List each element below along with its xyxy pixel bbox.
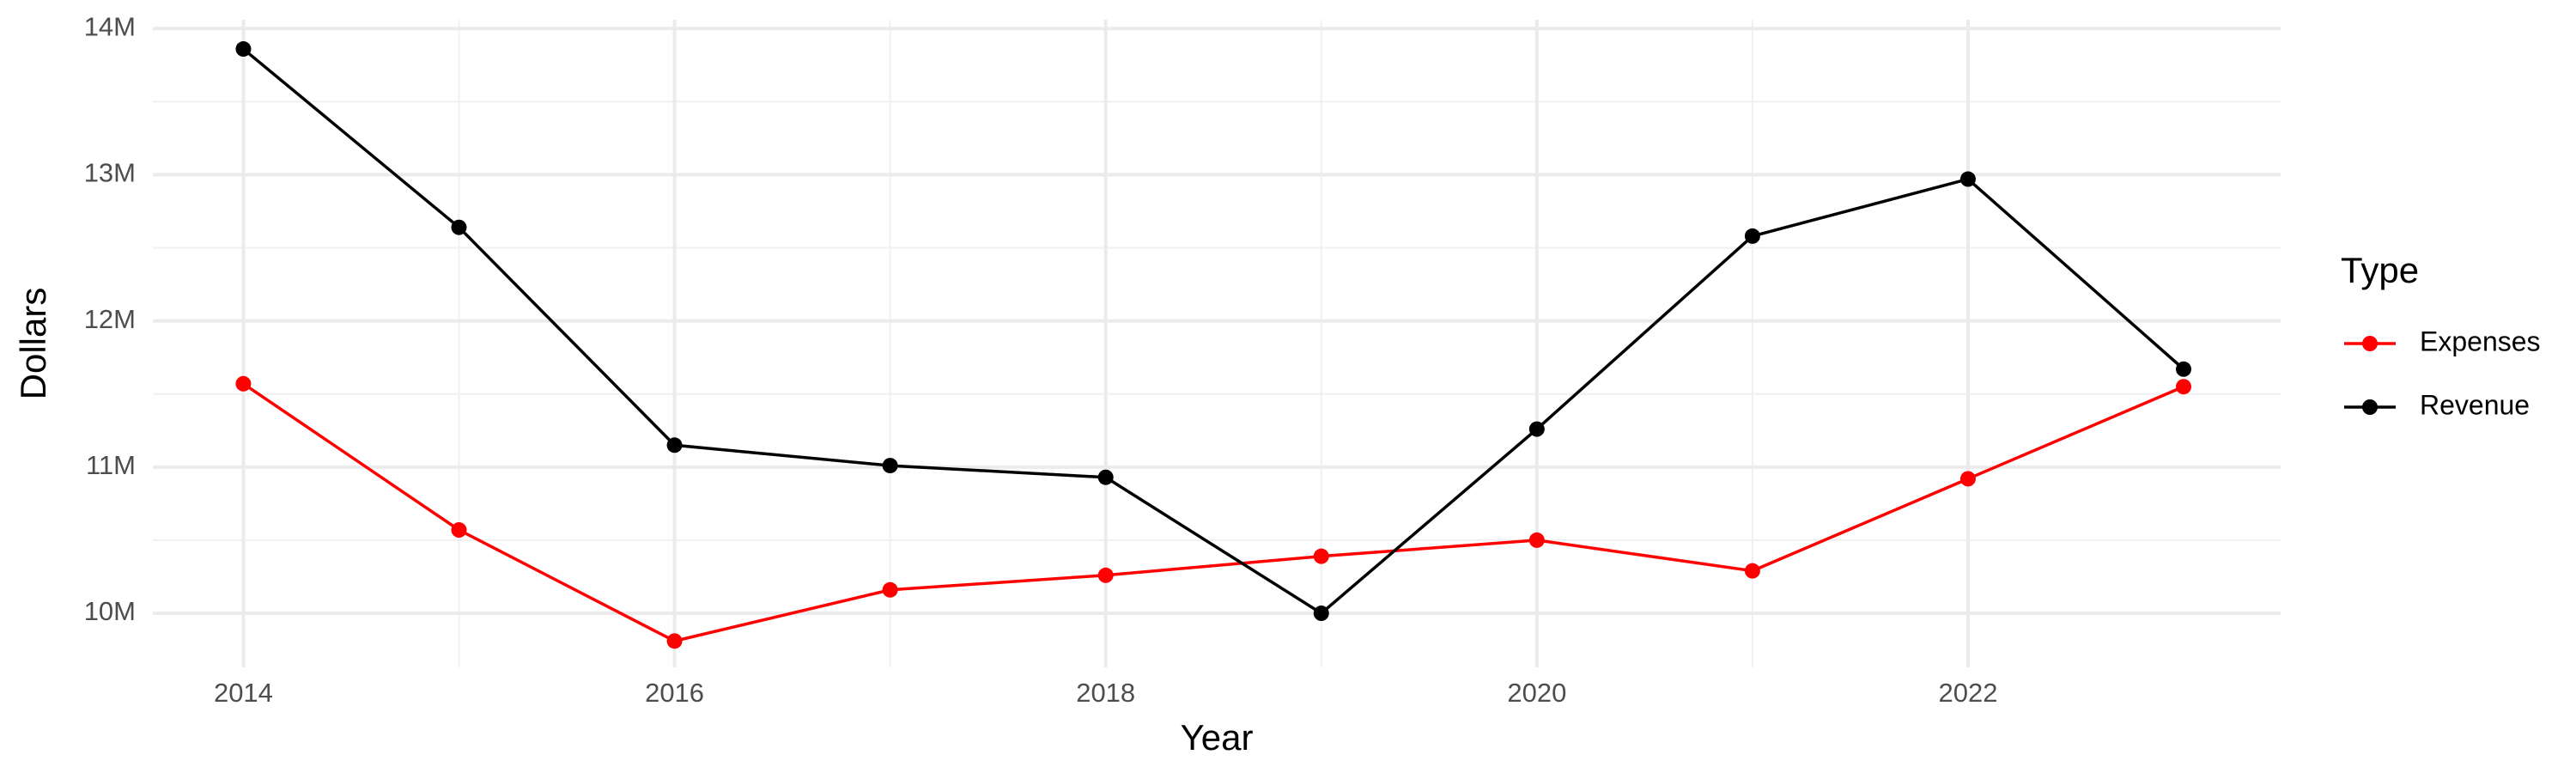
x-axis-title: Year: [1181, 717, 1254, 758]
data-point: [2176, 379, 2192, 395]
legend-label: Expenses: [2420, 326, 2541, 356]
data-point: [666, 633, 683, 649]
data-point: [1744, 563, 1760, 579]
data-point: [1097, 469, 1114, 485]
grid: [153, 20, 2281, 667]
legend-title: Type: [2341, 250, 2419, 290]
x-tick-label: 2022: [1938, 678, 1997, 708]
x-tick-label: 2020: [1507, 678, 1566, 708]
data-point: [1528, 421, 1545, 437]
y-tick-label: 14M: [84, 11, 136, 41]
data-point: [666, 437, 683, 453]
series-line: [242, 47, 2185, 616]
y-tick-label: 11M: [86, 450, 136, 480]
y-tick-label: 10M: [84, 596, 136, 626]
legend-marker: [2362, 399, 2378, 415]
data-point: [1097, 567, 1114, 583]
y-tick-label: 13M: [84, 158, 136, 188]
data-point: [1528, 532, 1545, 548]
data-point: [235, 375, 252, 392]
data-point: [1744, 228, 1760, 244]
x-tick-label: 2014: [214, 678, 273, 708]
data-point: [882, 458, 898, 474]
data-point: [1959, 171, 1976, 187]
data-point: [235, 41, 252, 58]
x-tick-label: 2018: [1076, 678, 1135, 708]
data-point: [1313, 548, 1329, 564]
legend-label: Revenue: [2420, 389, 2530, 420]
data-point: [1959, 471, 1976, 487]
data-point: [1313, 606, 1329, 622]
data-point: [882, 581, 898, 598]
series-line: [242, 382, 2184, 643]
legend-marker: [2362, 336, 2378, 351]
data-point: [451, 219, 467, 235]
y-tick-label: 12M: [84, 304, 136, 334]
plot-area: [235, 41, 2192, 649]
x-tick-label: 2016: [645, 678, 704, 708]
y-axis-title: Dollars: [13, 288, 53, 400]
data-point: [451, 522, 467, 539]
data-point: [2176, 361, 2192, 377]
